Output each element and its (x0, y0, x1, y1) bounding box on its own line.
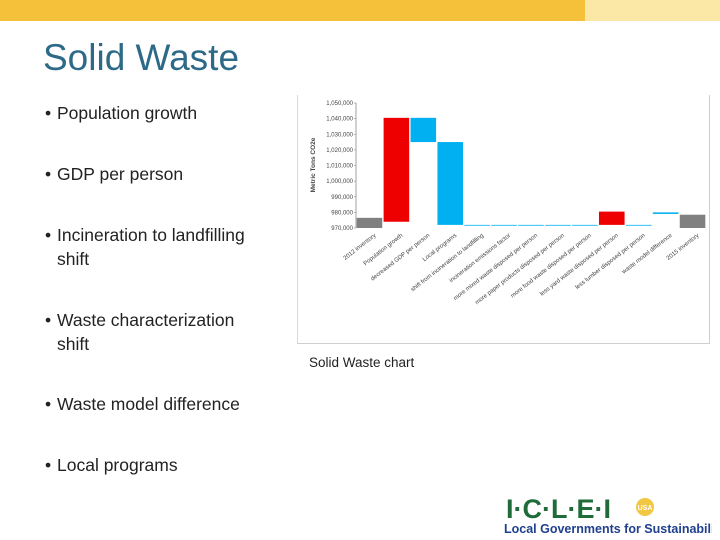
iclei-logo: I·C·L·E·I USA Local Governments for Sust… (504, 494, 712, 536)
bullet-item: • Waste model difference (45, 392, 295, 416)
waterfall-bar (652, 212, 679, 214)
bullet-item: • Local programs (45, 453, 295, 477)
y-tick-label: 1,010,000 (326, 164, 353, 170)
y-tick-label: 990,000 (331, 195, 353, 201)
bullet-item: • Population growth (45, 101, 295, 125)
y-tick-label: 1,050,000 (326, 101, 353, 107)
waterfall-chart: 970,000 980,000 990,000 1,000,000 1,010,000 1… (310, 101, 706, 306)
y-tick-label: 1,000,000 (326, 179, 353, 185)
bullet-text: GDP per person (57, 164, 184, 184)
waterfall-bar (383, 117, 410, 222)
slide-title: Solid Waste (43, 37, 240, 78)
top-accent-bar (0, 0, 585, 21)
y-tick-label: 970,000 (331, 226, 353, 232)
chart-caption: Solid Waste chart (309, 355, 415, 370)
y-tick-label: 1,030,000 (326, 132, 353, 138)
y-tick-label: 1,040,000 (326, 117, 353, 123)
bullet-item: • Waste characterization shift (45, 308, 295, 356)
bullet-text: Population growth (57, 103, 198, 123)
waterfall-bar (679, 214, 706, 228)
bullet-item: • GDP per person (45, 162, 295, 186)
waterfall-bar (572, 224, 598, 226)
y-tick-label: 980,000 (331, 210, 353, 216)
waterfall-bar (545, 224, 571, 226)
waterfall-bar (491, 224, 517, 226)
bullet-text: Incineration to landfilling (57, 225, 245, 245)
waterfall-bar (598, 211, 625, 225)
bullet-text-continued: shift (57, 249, 90, 269)
waterfall-bar (410, 117, 437, 143)
x-tick-label: waste model difference (621, 232, 675, 276)
logo-wordmark: I·C·L·E·I (506, 494, 611, 524)
waterfall-bar (625, 224, 652, 226)
waterfall-bar (437, 142, 464, 225)
bullet-text: Waste model difference (57, 394, 240, 414)
top-accent-bar-light (585, 0, 720, 21)
logo-badge-circle (636, 498, 654, 516)
bullet-text: Waste characterization (57, 310, 235, 330)
bullet-text-continued: shift (57, 334, 90, 354)
waterfall-bar (518, 224, 544, 226)
y-tick-label: 1,020,000 (326, 148, 353, 154)
bullet-text: Local programs (57, 455, 178, 475)
logo-badge-text: USA (638, 505, 653, 512)
waterfall-bar (464, 224, 490, 226)
y-axis-label: Metric Tons CO2e (310, 137, 317, 192)
bullet-item: • Incineration to landfilling shift (45, 223, 295, 271)
chart-frame: 970,000 980,000 990,000 1,000,000 1,010,000 1… (297, 95, 710, 344)
waterfall-bar (356, 217, 383, 228)
logo-tagline: Local Governments for Sustainability (504, 522, 712, 536)
